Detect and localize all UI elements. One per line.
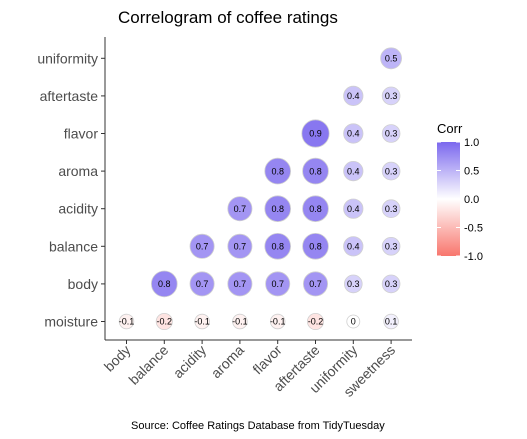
corr-value-label: 0.3 xyxy=(347,279,360,289)
corr-circle xyxy=(270,313,286,330)
corr-circle xyxy=(381,86,401,106)
corr-circle xyxy=(227,271,253,297)
corr-circle xyxy=(194,313,210,330)
x-tick-label: acidity xyxy=(170,342,209,381)
corr-value-label: -0.1 xyxy=(119,317,135,327)
corr-circle xyxy=(343,123,364,144)
corr-value-label: -0.1 xyxy=(232,317,248,327)
corr-circle xyxy=(302,271,328,297)
corr-value-label: 0.3 xyxy=(385,242,398,252)
corr-value-label: 0.4 xyxy=(347,129,360,139)
corr-circle xyxy=(155,312,173,330)
corr-value-label: 0.7 xyxy=(234,204,247,214)
legend-tick-label: -1.0 xyxy=(464,251,483,263)
y-tick-label: uniformity xyxy=(37,50,98,66)
corr-value-label: 0.7 xyxy=(234,242,247,252)
legend-tick-label: 0.5 xyxy=(464,166,479,178)
corr-value-label: 0.8 xyxy=(158,279,171,289)
corr-circle xyxy=(383,313,399,330)
chart-title: Correlogram of coffee ratings xyxy=(118,8,338,27)
corr-value-label: 0.3 xyxy=(385,204,398,214)
corr-value-label: 0.8 xyxy=(309,166,322,176)
corr-value-label: 0.4 xyxy=(347,166,360,176)
y-tick-label: moisture xyxy=(44,314,98,330)
corr-value-label: -0.1 xyxy=(270,317,286,327)
corr-value-label: 0.8 xyxy=(309,204,322,214)
corr-value-label: 0.7 xyxy=(271,279,284,289)
corr-circle xyxy=(264,157,292,185)
corr-circle xyxy=(346,314,361,329)
corr-value-label: -0.2 xyxy=(157,317,173,327)
corr-circle xyxy=(381,124,401,143)
corr-value-label: 0.4 xyxy=(347,91,360,101)
corr-circle xyxy=(151,270,178,298)
corr-value-label: 0.8 xyxy=(309,242,322,252)
corr-circle xyxy=(227,233,253,259)
y-tick-label: body xyxy=(68,276,98,292)
corr-circle xyxy=(343,198,364,219)
corr-value-label: 0.3 xyxy=(385,129,398,139)
corr-circle xyxy=(381,274,401,294)
corr-circle xyxy=(306,312,324,330)
corr-value-label: 0.7 xyxy=(309,279,322,289)
x-tick-label: aroma xyxy=(208,342,248,382)
y-tick-label: acidity xyxy=(58,201,98,217)
corr-value-label: 0.7 xyxy=(234,279,247,289)
x-tick-label: balance xyxy=(125,342,171,388)
y-tick-label: aroma xyxy=(58,163,98,179)
legend-title: Corr xyxy=(437,121,463,136)
legend-tick-label: 1.0 xyxy=(464,137,479,149)
corr-circle xyxy=(381,199,401,219)
legend-tick-label: 0.0 xyxy=(464,194,479,206)
y-tick-label: aftertaste xyxy=(40,88,99,104)
corr-value-label: 0.8 xyxy=(271,166,284,176)
chart-caption: Source: Coffee Ratings Database from Tid… xyxy=(131,420,385,432)
corr-value-label: 0.4 xyxy=(347,242,360,252)
corr-circle xyxy=(301,119,330,148)
y-tick-label: balance xyxy=(49,238,98,254)
corr-circle xyxy=(381,237,401,256)
corr-circle xyxy=(118,313,135,330)
corr-value-label: 0 xyxy=(351,317,356,327)
corr-circle xyxy=(302,233,329,260)
corr-value-label: 0.9 xyxy=(309,129,322,139)
x-tick-label: body xyxy=(101,342,134,375)
corr-circle xyxy=(227,196,253,222)
y-tick-label: flavor xyxy=(64,126,99,142)
corr-circle xyxy=(264,195,292,223)
corr-circle xyxy=(264,233,292,260)
corr-circle xyxy=(381,161,401,181)
corr-value-label: 0.5 xyxy=(385,54,398,64)
corr-circle xyxy=(232,313,248,330)
corr-value-label: 0.8 xyxy=(271,242,284,252)
corr-value-label: -0.1 xyxy=(194,317,210,327)
legend-tick-label: -0.5 xyxy=(464,223,483,235)
corr-value-label: -0.2 xyxy=(308,317,324,327)
corr-value-label: 0.7 xyxy=(196,279,209,289)
corr-circle xyxy=(343,236,364,257)
corr-circle xyxy=(380,47,403,70)
legend: Corr 1.0 0.5 0.0 -0.5 -1.0 xyxy=(437,121,483,263)
corr-value-label: 0.3 xyxy=(385,279,398,289)
x-tick-label: flavor xyxy=(249,342,285,378)
corr-value-label: 0.8 xyxy=(271,204,284,214)
corr-circle xyxy=(189,271,215,297)
corr-circle xyxy=(189,233,215,259)
legend-colorbar xyxy=(437,142,460,256)
corr-value-label: 0.7 xyxy=(196,242,209,252)
corr-circle xyxy=(343,85,364,107)
corr-circle xyxy=(343,274,363,294)
corr-circle xyxy=(343,161,364,182)
plot-area: moisturebodybalanceacidityaromaflavoraft… xyxy=(37,37,412,400)
corr-circle xyxy=(265,271,291,297)
corr-value-label: 0.1 xyxy=(385,317,398,327)
corr-circle xyxy=(302,195,329,223)
corr-value-label: 0.3 xyxy=(385,166,398,176)
corr-value-label: 0.3 xyxy=(385,91,398,101)
corr-circle xyxy=(302,157,329,185)
corr-value-label: 0.4 xyxy=(347,204,360,214)
